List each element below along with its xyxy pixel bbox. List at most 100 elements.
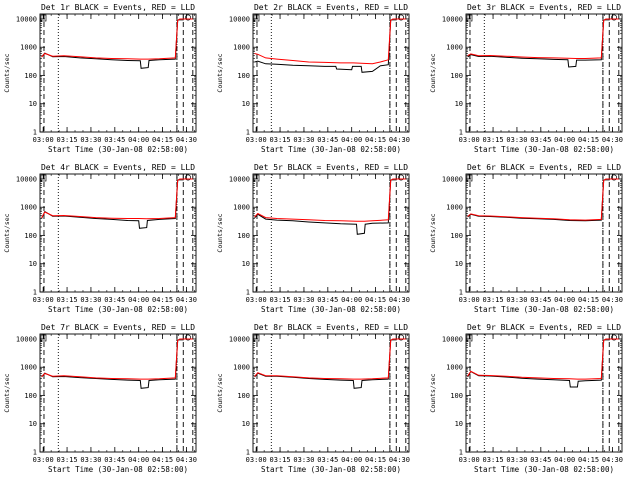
y-tick-label: 10 [455,420,463,428]
x-tick-label: 03:15 [270,456,291,464]
lld-series-line [467,338,619,380]
y-tick-label: 100 [237,72,250,80]
x-tick-label: 04:15 [578,296,599,304]
plot-frame [465,13,623,133]
x-axis-label: Start Time (30-Jan-08 02:58:00) [48,305,188,314]
x-tick-label: 03:45 [317,296,338,304]
panel-title: Det 2r BLACK = Events, RED = LLD [254,3,408,12]
x-tick-label: 03:00 [459,456,480,464]
x-tick-label: 04:30 [389,456,410,464]
x-tick-label: 03:00 [33,136,54,144]
y-tick-label: 1000 [20,44,37,52]
start-box-marker [253,334,260,342]
events-series-line [41,338,193,389]
y-axis-label: Counts/sec [3,373,11,412]
start-box-marker [40,334,47,342]
lld-series-line [254,338,406,380]
y-tick-label: 1000 [446,364,463,372]
y-axis-label: Counts/sec [3,213,11,252]
x-tick-label: 03:15 [57,296,78,304]
x-tick-label: 03:45 [530,296,551,304]
y-tick-label: 1000 [446,204,463,212]
y-tick-label: 100 [450,232,463,240]
x-axis-label: Start Time (30-Jan-08 02:58:00) [261,305,401,314]
x-tick-label: 04:00 [554,456,575,464]
x-tick-label: 03:15 [483,456,504,464]
marker-circle [398,334,404,341]
detector-panel: Det 2r BLACK = Events, RED = LLD Counts/s… [216,3,410,154]
x-tick-label: 04:00 [341,136,362,144]
x-tick-label: 04:30 [602,456,623,464]
y-tick-label: 10 [455,100,463,108]
events-series-line [254,338,406,389]
start-box-marker [466,174,473,182]
y-tick-label: 1000 [446,44,463,52]
events-series-line [467,178,619,222]
y-tick-label: 1 [33,289,37,297]
x-tick-label: 03:00 [33,296,54,304]
y-tick-label: 1000 [233,204,250,212]
y-tick-label: 1000 [20,364,37,372]
x-tick-label: 03:30 [293,136,314,144]
x-tick-label: 03:00 [246,296,267,304]
y-tick-label: 100 [24,72,37,80]
plot-frame [252,173,410,293]
x-tick-label: 04:30 [602,136,623,144]
marker-circle [185,334,191,341]
y-tick-label: 10000 [442,175,463,183]
y-axis-label: Counts/sec [3,53,11,92]
y-tick-label: 10000 [229,15,250,23]
y-tick-label: 1000 [20,204,37,212]
panel-title: Det 1r BLACK = Events, RED = LLD [41,3,195,12]
detector-panel: Det 5r BLACK = Events, RED = LLD Counts/s… [216,163,410,314]
y-tick-label: 100 [237,392,250,400]
x-tick-label: 03:30 [80,136,101,144]
x-tick-label: 03:45 [104,296,125,304]
x-axis-label: Start Time (30-Jan-08 02:58:00) [474,465,614,474]
events-series-line [254,178,406,235]
start-box-marker [253,14,260,22]
lld-series-line [41,178,193,220]
y-tick-label: 10000 [442,335,463,343]
y-tick-label: 10000 [16,15,37,23]
x-tick-label: 03:15 [270,136,291,144]
x-tick-label: 04:30 [389,136,410,144]
marker-circle [611,14,617,21]
x-tick-label: 03:45 [317,136,338,144]
lld-series-line [254,178,406,222]
x-tick-label: 03:45 [317,456,338,464]
events-series-line [467,338,619,388]
x-tick-label: 04:30 [602,296,623,304]
y-tick-label: 100 [24,232,37,240]
plot-frame [465,173,623,293]
lld-series-line [41,18,193,60]
y-tick-label: 10000 [442,15,463,23]
y-tick-label: 1 [459,129,463,137]
x-tick-label: 03:30 [506,136,527,144]
x-tick-label: 03:00 [246,456,267,464]
x-tick-label: 04:15 [365,136,386,144]
x-tick-label: 03:15 [57,136,78,144]
plot-frame [252,13,410,133]
marker-circle [611,334,617,341]
y-tick-label: 10 [242,420,250,428]
x-tick-label: 03:15 [57,456,78,464]
lld-series-line [467,178,619,221]
detector-panel: Det 7r BLACK = Events, RED = LLD Counts/s… [3,323,197,474]
x-tick-label: 03:45 [530,456,551,464]
marker-circle [185,14,191,21]
plot-frame [39,173,197,293]
y-tick-label: 10000 [16,175,37,183]
start-box-marker [40,174,47,182]
panel-title: Det 9r BLACK = Events, RED = LLD [467,323,621,332]
x-axis-label: Start Time (30-Jan-08 02:58:00) [48,145,188,154]
x-tick-label: 03:30 [80,296,101,304]
x-tick-label: 03:45 [104,456,125,464]
x-tick-label: 04:15 [578,456,599,464]
panel-title: Det 6r BLACK = Events, RED = LLD [467,163,621,172]
y-tick-label: 100 [237,232,250,240]
y-axis-label: Counts/sec [216,213,224,252]
y-tick-label: 100 [24,392,37,400]
y-tick-label: 1 [246,289,250,297]
x-tick-label: 03:15 [483,296,504,304]
